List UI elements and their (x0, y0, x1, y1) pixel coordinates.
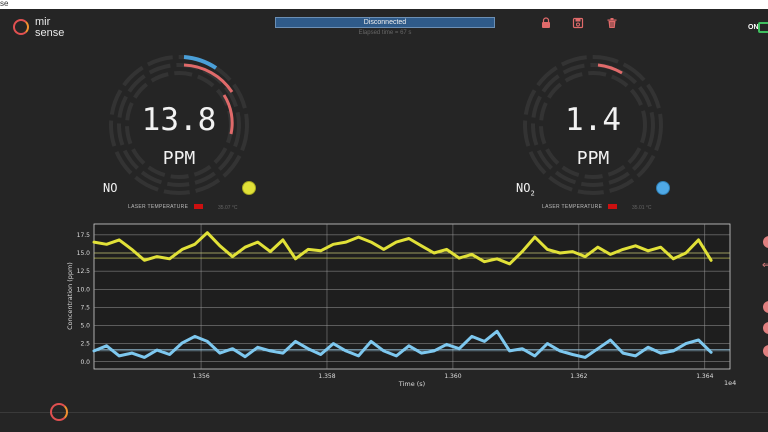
window-titlebar: se (0, 0, 768, 9)
save-icon[interactable] (572, 17, 584, 29)
side-button-1[interactable] (763, 236, 768, 248)
y-tick-label: 10.0 (77, 286, 91, 293)
x-offset-label: 1e4 (724, 379, 736, 387)
series-line-no (92, 231, 713, 266)
gauge-no-rings (109, 55, 249, 195)
logo-ring-icon (13, 19, 29, 35)
gas-indicator-dot-no (242, 181, 256, 195)
connection-status-bar: Disconnected (275, 17, 495, 28)
x-tick-label: 1.356 (192, 373, 209, 380)
gauge-no: 13.8 PPM (104, 50, 254, 200)
y-tick-label: 12.5 (77, 268, 91, 275)
laser-temp-indicator-no2 (608, 204, 617, 209)
side-button-3[interactable] (763, 322, 768, 334)
bottom-divider (0, 412, 768, 413)
power-toggle[interactable] (758, 22, 768, 33)
series-line-no2 (92, 329, 713, 359)
y-tick-label: 17.5 (77, 232, 91, 239)
gauge-no2-rings (523, 55, 663, 195)
y-tick-label: 7.5 (80, 304, 90, 311)
laser-temp-indicator-no (194, 204, 203, 209)
x-tick-label: 1.364 (696, 373, 713, 380)
laser-temp-value-no: 35.07 °C (218, 205, 238, 211)
gas-label-no2: NO2 (516, 181, 535, 198)
laser-temp-label-no: LASER TEMPERATURE (128, 204, 189, 210)
logo-text-line1: mir (35, 16, 51, 28)
side-button-4[interactable] (763, 345, 768, 357)
y-tick-label: 5.0 (80, 323, 90, 330)
x-tick-label: 1.358 (318, 373, 335, 380)
gas-label-no: NO (103, 181, 118, 195)
laser-temp-label-no2: LASER TEMPERATURE (542, 204, 603, 210)
x-tick-label: 1.360 (444, 373, 461, 380)
side-button-2[interactable] (763, 301, 768, 313)
y-tick-label: 2.5 (80, 341, 90, 348)
y-tick-label: 0.0 (80, 359, 90, 366)
bottom-logo-icon[interactable] (50, 403, 68, 421)
window-title: se (0, 0, 9, 8)
collapse-arrow-icon[interactable]: ⇐ (762, 260, 768, 271)
lock-icon[interactable] (540, 17, 552, 29)
trash-icon[interactable] (606, 17, 618, 29)
power-toggle-label: ON (748, 24, 759, 31)
laser-temp-value-no2: 35.01 °C (632, 205, 652, 211)
gas-indicator-dot-no2 (656, 181, 670, 195)
x-tick-label: 1.362 (570, 373, 587, 380)
mirsense-logo: mir sense (13, 16, 65, 43)
y-axis-label: Concentration (ppm) (66, 262, 74, 330)
gauge-no2: 1.4 PPM (518, 50, 668, 200)
y-tick-label: 15.0 (77, 250, 91, 257)
logo-text-line2: sense (35, 27, 65, 39)
elapsed-time: Elapsed time = 67 s (358, 30, 412, 36)
gauge-no-value: 13.8 (141, 102, 217, 138)
x-axis-label: Time (s) (398, 380, 425, 388)
gauge-no2-value: 1.4 (565, 102, 621, 138)
gauge-no2-unit: PPM (576, 148, 610, 169)
gauge-no-unit: PPM (162, 148, 196, 169)
